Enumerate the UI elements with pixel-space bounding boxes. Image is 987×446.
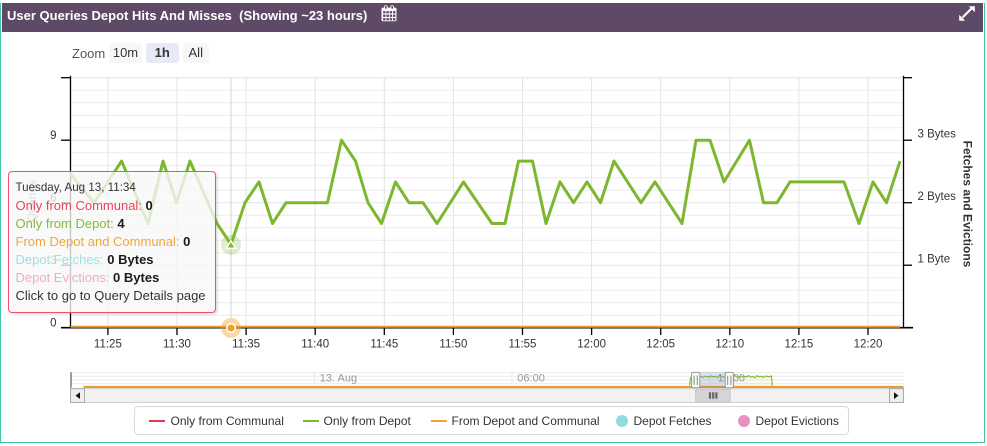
svg-text:12:05: 12:05	[646, 339, 675, 351]
svg-text:Fetches and Evictions: Fetches and Evictions	[961, 141, 975, 268]
svg-text:12:00: 12:00	[577, 339, 606, 351]
svg-text:11:30: 11:30	[163, 339, 191, 351]
svg-text:11:40: 11:40	[301, 339, 329, 351]
svg-text:12:15: 12:15	[785, 339, 814, 351]
svg-text:0: 0	[50, 317, 56, 329]
svg-text:11:50: 11:50	[439, 339, 467, 351]
svg-text:11:35: 11:35	[232, 339, 260, 351]
svg-text:12:10: 12:10	[715, 339, 744, 351]
svg-text:9: 9	[50, 130, 56, 142]
svg-text:06:00: 06:00	[517, 373, 545, 385]
svg-text:11:55: 11:55	[509, 339, 537, 351]
svg-text:3 Bytes: 3 Bytes	[918, 129, 957, 141]
svg-text:11:25: 11:25	[94, 339, 122, 351]
svg-text:12:20: 12:20	[854, 339, 883, 351]
svg-text:2 Bytes: 2 Bytes	[918, 191, 957, 203]
svg-text:11:45: 11:45	[370, 339, 398, 351]
svg-text:1 Byte: 1 Byte	[918, 254, 951, 266]
svg-text:13. Aug: 13. Aug	[320, 373, 357, 385]
